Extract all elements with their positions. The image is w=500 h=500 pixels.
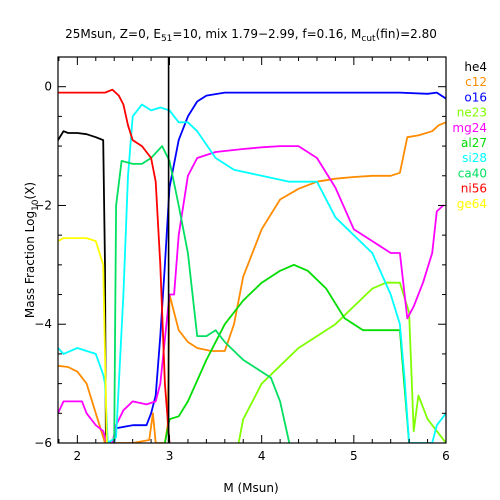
x-tick-label: 2	[74, 449, 82, 463]
series-line-c12	[58, 121, 446, 443]
y-label-main: Mass Fraction Log	[23, 211, 37, 318]
y-tick-label: −6	[34, 436, 52, 450]
legend-entry-ca40: ca40	[458, 166, 487, 180]
legend-entry-ni56: ni56	[461, 182, 487, 196]
title-middle: =10, mix 1.79−2.99, f=0.16, M	[172, 27, 361, 41]
series-layer	[58, 57, 446, 443]
legend-entry-ne23: ne23	[457, 106, 487, 120]
title-prefix: 25Msun, Z=0, E	[65, 27, 161, 41]
series-line-ne23	[237, 281, 446, 443]
x-tick-label: 4	[258, 449, 266, 463]
title-e-subscript: 51	[161, 34, 172, 44]
y-tick-label: 0	[44, 80, 52, 94]
y-label-tail: (X)	[23, 182, 37, 200]
series-line-ca40	[113, 145, 291, 443]
legend-entry-ge64: ge64	[457, 197, 487, 211]
series-line-ni56	[58, 88, 171, 443]
legend-entry-o16: o16	[464, 90, 487, 104]
legend-entry-al27: al27	[461, 136, 487, 150]
chart-title: 25Msun, Z=0, E51=10, mix 1.79−2.99, f=0.…	[65, 27, 437, 44]
y-tick-label: −2	[34, 198, 52, 212]
legend-entry-si28: si28	[462, 151, 487, 165]
y-tick-label: −4	[34, 317, 52, 331]
series-line-he4	[58, 130, 107, 443]
title-suffix: (fin)=2.80	[376, 27, 437, 41]
legend-entry-c12: c12	[465, 75, 487, 89]
x-tick-label: 6	[442, 449, 450, 463]
tick-layer: 2 3 4 5 6 0 −2 −4 −6	[34, 56, 450, 463]
series-line-ge64	[58, 237, 108, 443]
legend-entry-mg24: mg24	[452, 121, 487, 135]
y-label-subscript: 10	[31, 199, 41, 211]
x-tick-label: 3	[166, 449, 174, 463]
series-line-si28	[58, 103, 446, 443]
title-m-subscript: cut	[361, 34, 376, 44]
legend-entry-he4: he4	[464, 60, 487, 74]
series-line-mg24	[58, 145, 445, 443]
y-axis-label: Mass Fraction Log10(X)	[23, 182, 41, 318]
series-line-al27	[164, 263, 410, 443]
x-axis-label: M (Msun)	[223, 481, 278, 495]
plot-frame	[57, 56, 447, 444]
x-tick-label: 5	[350, 449, 358, 463]
series-line-o16	[113, 91, 446, 443]
